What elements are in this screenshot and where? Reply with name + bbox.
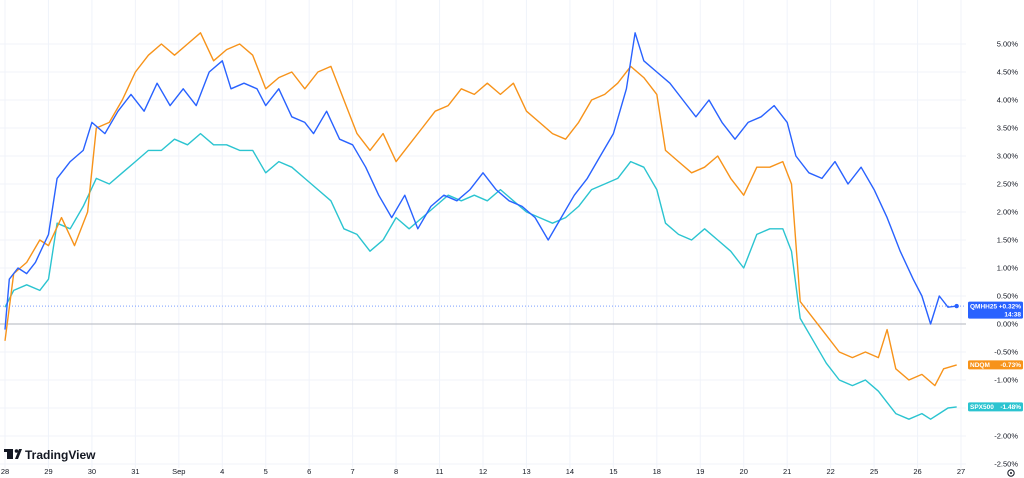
x-tick-label: 28: [1, 467, 9, 476]
y-axis[interactable]: 5.00% 4.50% 4.00% 3.50% 3.00% 2.50% 2.00% 1.50%…: [994, 40, 1018, 469]
series-lines: [4, 32, 959, 420]
x-tick-label: 8: [394, 467, 398, 476]
y-tick-label: 2.50%: [997, 180, 1019, 189]
settings-gear-icon[interactable]: [1007, 469, 1015, 477]
x-axis[interactable]: 28 29 30 31 Sep 4 5 6 7 8 11 12 13 14 15 18 19 20 21 22 25 26…: [1, 467, 965, 476]
y-tick-label: 5.00%: [997, 40, 1019, 49]
price-badge-ndqm: NDQM -0.73%: [968, 360, 1023, 370]
price-badge-bg: [968, 402, 1023, 412]
y-tick-label: 4.50%: [997, 68, 1019, 77]
y-tick-label: 3.00%: [997, 152, 1019, 161]
series-last-point-qmhh25: [954, 303, 959, 309]
x-tick-label: 19: [696, 467, 704, 476]
x-tick-label: 20: [740, 467, 748, 476]
y-tick-label: 2.00%: [997, 208, 1019, 217]
series-line-qmhh25: [4, 32, 957, 330]
x-tick-label: 25: [870, 467, 878, 476]
price-badge-countdown: 14:38: [1004, 312, 1021, 319]
price-badge-bg: [968, 360, 1023, 370]
x-tick-label: 12: [479, 467, 487, 476]
tradingview-logo[interactable]: TradingView: [4, 448, 96, 462]
x-tick-label: 30: [88, 467, 96, 476]
y-tick-label: 4.00%: [997, 96, 1019, 105]
x-tick-label: 15: [609, 467, 617, 476]
x-tick-label: 4: [220, 467, 224, 476]
y-tick-label: 3.50%: [997, 124, 1019, 133]
price-badge-qmhh25: QMHH25 +0.32% 14:38: [968, 301, 1023, 319]
y-tick-label: -2.00%: [994, 432, 1018, 441]
y-tick-label: 1.50%: [997, 236, 1019, 245]
tradingview-logo-text: TradingView: [25, 448, 96, 462]
x-tick-label: Sep: [172, 467, 185, 476]
y-tick-label: 0.50%: [997, 292, 1019, 301]
y-tick-label: -2.50%: [994, 460, 1018, 469]
price-badge-symbol: SPX500: [970, 404, 994, 411]
price-badge-value: -0.73%: [1000, 362, 1021, 369]
price-badge-value: +0.32%: [999, 303, 1021, 310]
x-tick-label: 7: [351, 467, 355, 476]
x-tick-label: 26: [913, 467, 921, 476]
price-badge-spx500: SPX500 -1.48%: [968, 402, 1023, 412]
x-tick-label: 31: [131, 467, 139, 476]
grid: [0, 0, 966, 468]
tradingview-logo-icon: [4, 449, 22, 459]
x-tick-label: 22: [826, 467, 834, 476]
price-badges: QMHH25 +0.32% 14:38 NDQM -0.73% SPX500 -1.48%: [968, 301, 1023, 412]
y-tick-label: -1.00%: [994, 376, 1018, 385]
x-tick-label: 5: [264, 467, 268, 476]
x-tick-label: 6: [307, 467, 311, 476]
y-tick-label: -0.50%: [994, 348, 1018, 357]
y-tick-label: 0.00%: [997, 320, 1019, 329]
price-badge-value: -1.48%: [1000, 404, 1021, 411]
x-tick-label: 11: [436, 467, 444, 476]
price-badge-symbol: QMHH25: [970, 303, 997, 310]
y-tick-label: 1.00%: [997, 264, 1019, 273]
series-line-spx500: [4, 132, 957, 420]
x-tick-label: 18: [653, 467, 661, 476]
price-badge-symbol: NDQM: [970, 362, 990, 369]
x-tick-label: 29: [44, 467, 52, 476]
price-badge-bg: [968, 301, 1023, 319]
x-tick-label: 27: [957, 467, 965, 476]
series-line-ndqm: [4, 32, 957, 387]
x-tick-label: 13: [522, 467, 530, 476]
x-tick-label: 14: [566, 467, 574, 476]
x-tick-label: 21: [783, 467, 791, 476]
